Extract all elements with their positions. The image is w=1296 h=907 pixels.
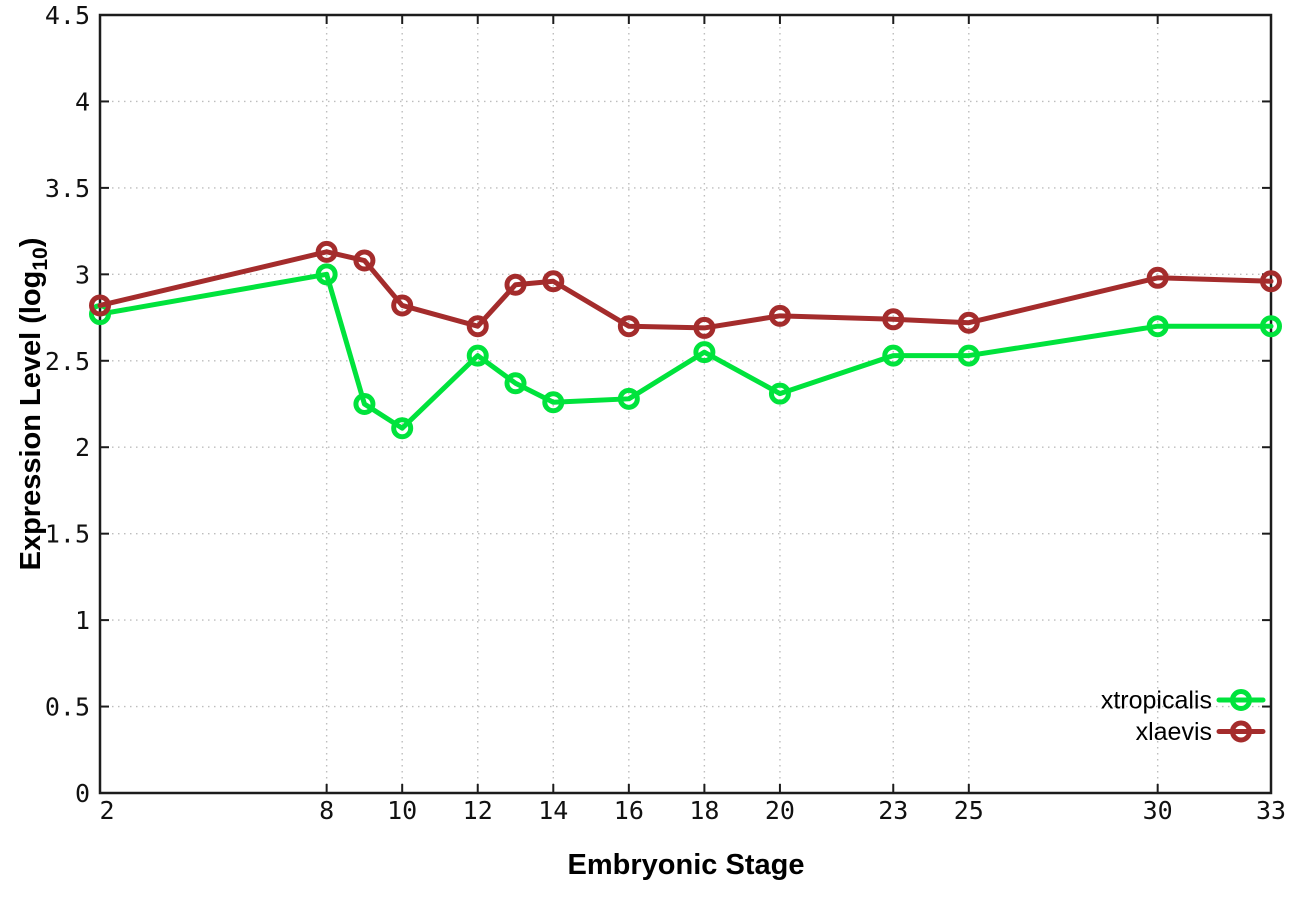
y-tick-label: 1.5: [45, 520, 90, 549]
y-tick-label: 0: [75, 779, 90, 808]
data-point-xlaevis: [315, 240, 338, 263]
y-tick-label: 2: [75, 433, 90, 462]
x-tick-label: 33: [1256, 796, 1286, 825]
data-point-xtropicalis: [466, 344, 489, 367]
x-tick-label: 14: [538, 796, 568, 825]
plot-border: [98, 13, 1273, 795]
legend: xtropicalis xlaevis: [1101, 687, 1266, 746]
y-tick-label: 0.5: [45, 693, 90, 722]
x-tick-label: 23: [878, 796, 908, 825]
data-point-xtropicalis: [768, 382, 791, 405]
data-point-xlaevis: [693, 316, 716, 339]
legend-label-xlaevis: xlaevis: [1136, 718, 1212, 746]
x-tick-label: 20: [765, 796, 795, 825]
grid-lines: [100, 14, 1271, 793]
data-series: [89, 240, 1282, 440]
y-tick-label: 4: [75, 87, 90, 116]
axis-tick-labels: 2 8 10 12 14 16 18 20 23 25 30 33 0 0.5 1 1.5 2 2.5 3 3.5 4 4…: [45, 1, 1286, 825]
data-point-xtropicalis: [353, 393, 376, 415]
x-tick-label: 10: [387, 796, 417, 825]
data-point-xtropicalis: [617, 387, 640, 410]
axis-ticks: [99, 14, 1272, 794]
data-point-xtropicalis: [957, 344, 980, 367]
data-point-xlaevis: [504, 273, 527, 296]
data-point-xlaevis: [957, 311, 980, 334]
x-tick-label: 30: [1143, 796, 1173, 825]
data-point-xlaevis: [89, 294, 111, 317]
data-point-xlaevis: [617, 315, 640, 338]
x-tick-label: 12: [463, 796, 493, 825]
y-axis-title-subscript: 10: [29, 247, 52, 270]
data-point-xtropicalis: [315, 263, 338, 286]
data-point-xlaevis: [768, 304, 791, 327]
y-tick-label: 4.5: [45, 1, 90, 30]
data-point-xtropicalis: [1260, 315, 1282, 338]
legend-sample-marker-xtropicalis: [1230, 689, 1252, 711]
data-point-xlaevis: [542, 270, 565, 293]
series-line-xtropicalis: [97, 271, 1274, 431]
data-point-xtropicalis: [542, 391, 565, 414]
y-axis-title: Expression Level (log10): [15, 238, 52, 571]
legend-sample-marker-xlaevis: [1230, 720, 1252, 743]
x-tick-label: 2: [99, 796, 114, 825]
data-point-xlaevis: [353, 249, 376, 272]
x-axis-title: Embryonic Stage: [568, 849, 805, 881]
y-tick-label: 3: [75, 260, 90, 289]
data-point-xlaevis: [1146, 266, 1169, 289]
data-point-xtropicalis: [391, 417, 414, 440]
x-tick-label: 8: [319, 796, 334, 825]
data-point-xtropicalis: [1146, 315, 1169, 338]
legend-label-xtropicalis: xtropicalis: [1101, 687, 1212, 715]
x-tick-label: 25: [954, 796, 984, 825]
data-point-xtropicalis: [882, 344, 905, 367]
plot-border-rect: [98, 13, 1273, 795]
data-point-xlaevis: [466, 315, 489, 338]
x-tick-label: 16: [614, 796, 644, 825]
data-point-xlaevis: [1260, 270, 1282, 293]
data-point-xtropicalis: [504, 372, 527, 395]
data-point-xlaevis: [391, 294, 414, 317]
y-axis-title-main: Expression Level (log: [15, 271, 47, 571]
x-tick-label: 18: [689, 796, 719, 825]
y-tick-label: 1: [75, 606, 90, 635]
y-axis-title-suffix: ): [15, 238, 47, 248]
y-tick-label: 2.5: [45, 347, 90, 376]
y-tick-label: 3.5: [45, 174, 90, 203]
series-line-xlaevis: [97, 249, 1274, 331]
data-point-xlaevis: [882, 308, 905, 331]
data-point-xtropicalis: [693, 341, 716, 364]
